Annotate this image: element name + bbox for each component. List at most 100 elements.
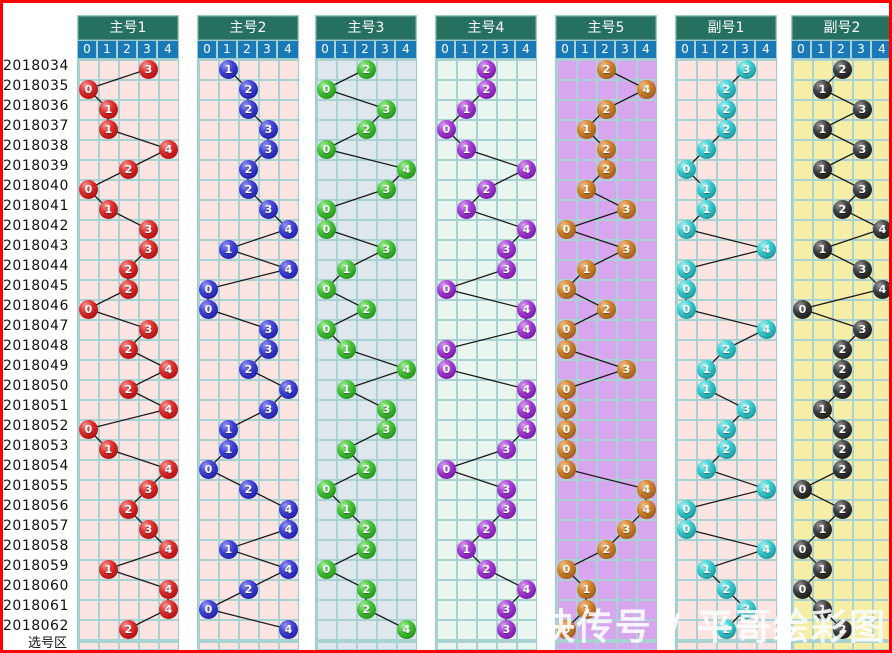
- selection-row-main-1[interactable]: [78, 639, 178, 650]
- period-label: 2018055: [3, 478, 69, 494]
- ball: 3: [617, 200, 636, 219]
- column-header-0: 0: [316, 41, 336, 58]
- group-title-main-5: 主号5: [556, 16, 656, 41]
- ball: 0: [317, 280, 336, 299]
- ball: 1: [99, 560, 118, 579]
- ball: 2: [833, 620, 852, 639]
- column-header-3: 3: [496, 41, 516, 58]
- ball: 4: [279, 260, 298, 279]
- ball: 1: [577, 120, 596, 139]
- ball: 0: [317, 320, 336, 339]
- period-label: 2018040: [3, 178, 69, 194]
- ball: 0: [677, 300, 696, 319]
- column-header-0: 0: [198, 41, 218, 58]
- ball: 4: [517, 320, 536, 339]
- selection-row-extra-1[interactable]: [676, 639, 776, 650]
- ball: 1: [577, 260, 596, 279]
- column-header-1: 1: [696, 41, 716, 58]
- period-label: 2018044: [3, 258, 69, 274]
- ball: 2: [597, 100, 616, 119]
- ball: 4: [397, 160, 416, 179]
- ball: 4: [757, 240, 776, 259]
- selection-row-main-3[interactable]: [316, 639, 416, 650]
- ball: 3: [377, 240, 396, 259]
- selection-row-main-2[interactable]: [198, 639, 298, 650]
- period-label: 2018058: [3, 538, 69, 554]
- ball: 3: [853, 260, 872, 279]
- ball: 2: [357, 300, 376, 319]
- ball: 0: [437, 280, 456, 299]
- group-title-main-1: 主号1: [78, 16, 178, 41]
- ball: 3: [497, 480, 516, 499]
- group-title-main-2: 主号2: [198, 16, 298, 41]
- ball: 2: [357, 520, 376, 539]
- ball: 0: [317, 220, 336, 239]
- ball: 4: [279, 380, 298, 399]
- ball: 4: [757, 540, 776, 559]
- ball: 2: [597, 300, 616, 319]
- group-title-extra-2: 副号2: [792, 16, 889, 41]
- ball: 2: [833, 360, 852, 379]
- ball: 1: [457, 200, 476, 219]
- ball: 0: [557, 440, 576, 459]
- ball: 2: [477, 180, 496, 199]
- ball: 2: [477, 60, 496, 79]
- group-main-1: 主号1 0 1 2 3 4 3 0 1 1 4 2 0 1 3 3 2 2 0 3 2 4 2 4 0 1 4 3 2 3 4 1 4 4 2: [77, 15, 179, 650]
- ball: 4: [279, 220, 298, 239]
- column-header-3: 3: [852, 41, 872, 58]
- selection-row-main-4[interactable]: [436, 639, 536, 650]
- period-label: 2018050: [3, 378, 69, 394]
- ball: 2: [119, 620, 138, 639]
- ball: 4: [517, 300, 536, 319]
- period-label: 2018037: [3, 118, 69, 134]
- ball: 2: [119, 340, 138, 359]
- ball: 1: [813, 120, 832, 139]
- ball: 2: [717, 440, 736, 459]
- ball: 2: [239, 160, 258, 179]
- ball: 1: [219, 60, 238, 79]
- selection-row-extra-2[interactable]: [792, 639, 889, 650]
- ball: 1: [697, 200, 716, 219]
- ball: 2: [717, 580, 736, 599]
- ball: 4: [397, 360, 416, 379]
- column-header-2: 2: [716, 41, 736, 58]
- ball: 1: [99, 440, 118, 459]
- ball: 1: [337, 380, 356, 399]
- ball: 3: [139, 60, 158, 79]
- ball: 0: [677, 520, 696, 539]
- ball: 3: [497, 440, 516, 459]
- column-header-2: 2: [476, 41, 496, 58]
- ball: 2: [717, 340, 736, 359]
- column-header-3: 3: [616, 41, 636, 58]
- column-header-3: 3: [138, 41, 158, 58]
- ball: 2: [239, 360, 258, 379]
- group-title-main-3: 主号3: [316, 16, 416, 41]
- period-label: 2018046: [3, 298, 69, 314]
- ball: 3: [377, 400, 396, 419]
- ball: 0: [793, 480, 812, 499]
- selection-row-main-5[interactable]: [556, 639, 656, 650]
- ball: 4: [637, 80, 656, 99]
- ball: 0: [79, 300, 98, 319]
- ball: 1: [99, 120, 118, 139]
- ball: 0: [557, 400, 576, 419]
- ball: 0: [199, 280, 218, 299]
- ball: 2: [239, 580, 258, 599]
- ball: 0: [557, 320, 576, 339]
- column-header-0: 0: [556, 41, 576, 58]
- ball: 3: [497, 620, 516, 639]
- ball: 0: [557, 560, 576, 579]
- period-label: 2018039: [3, 158, 69, 174]
- ball: 3: [377, 420, 396, 439]
- ball: 3: [497, 260, 516, 279]
- ball: 3: [737, 400, 756, 419]
- ball: 3: [259, 400, 278, 419]
- ball: 2: [597, 540, 616, 559]
- period-label: 2018056: [3, 498, 69, 514]
- ball: 1: [219, 240, 238, 259]
- ball: 0: [317, 140, 336, 159]
